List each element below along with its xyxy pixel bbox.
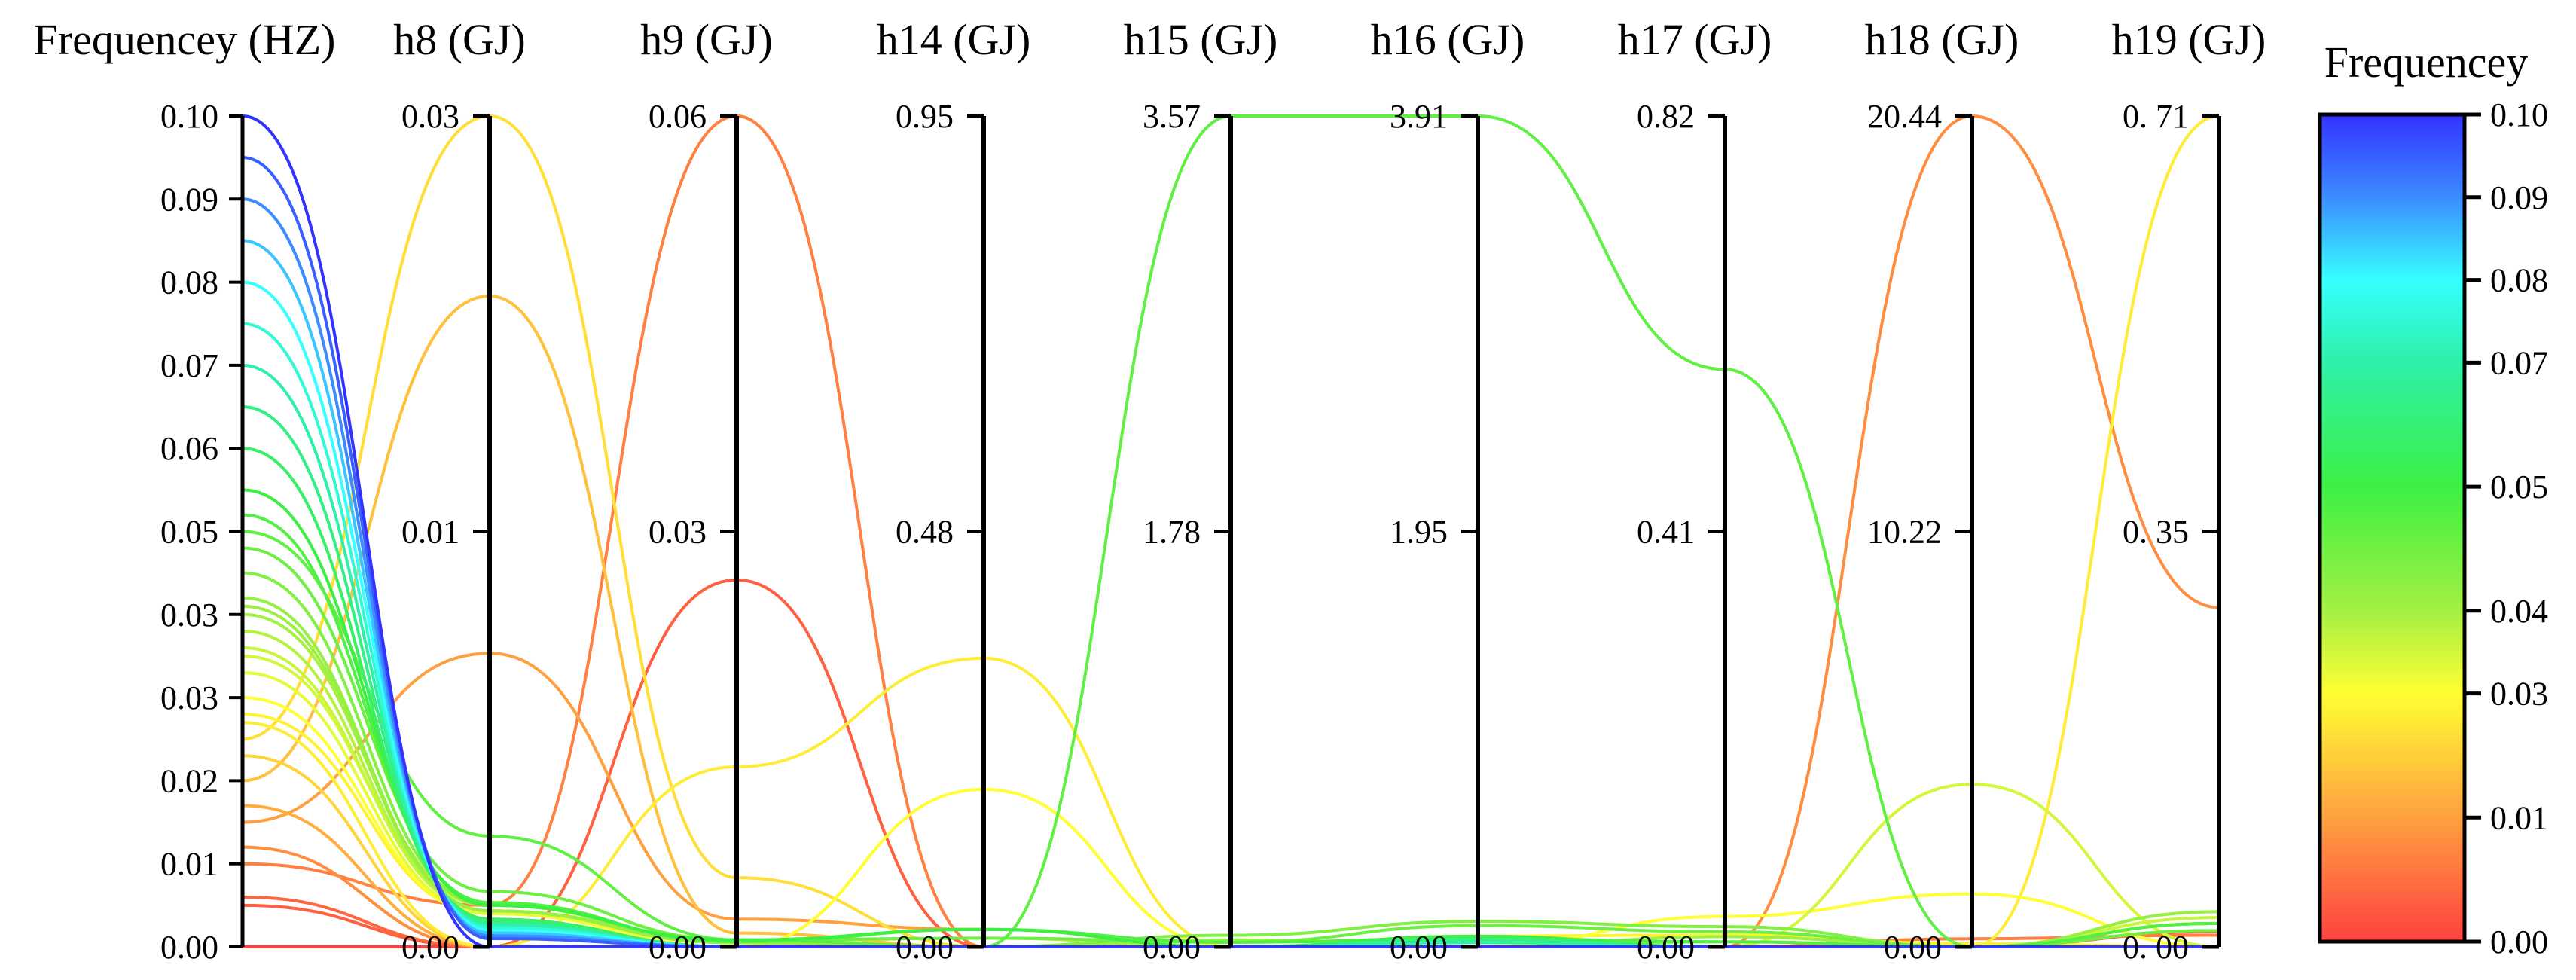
series-line <box>242 513 2220 948</box>
tick-label: 0. 00 <box>2123 929 2189 966</box>
tick-label: 0.10 <box>160 98 218 135</box>
axis-title: h9 (GJ) <box>640 15 773 64</box>
tick-label: 0.00 <box>1637 929 1695 966</box>
tick-label: 0.01 <box>160 846 218 883</box>
axes: Frequencey (HZ) 0.10 0.09 0.08 0.07 0.06 0.05 0… <box>34 15 2266 966</box>
colorbar-tick-label: 0.08 <box>2490 262 2548 299</box>
colorbar-tick-label: 0.00 <box>2490 924 2548 960</box>
tick-label: 0.09 <box>160 181 218 218</box>
tick-label: 0.06 <box>160 430 218 467</box>
colorbar-tick-label: 0.07 <box>2490 344 2548 381</box>
tick-label: 0.00 <box>896 929 954 966</box>
tick-label: 0.08 <box>160 264 218 301</box>
tick-label: 0.03 <box>649 514 707 551</box>
tick-label: 0.03 <box>401 98 459 135</box>
tick-label: 0.01 <box>401 514 459 551</box>
colorbar-tick-label: 0.03 <box>2490 676 2548 713</box>
tick-label: 0. 71 <box>2123 98 2189 135</box>
tick-label: 0.00 <box>1390 929 1448 966</box>
axis-title: h18 (GJ) <box>1865 15 2019 64</box>
tick-label: 20.44 <box>1867 98 1942 135</box>
tick-label: 3.57 <box>1143 98 1201 135</box>
series-line <box>242 114 2219 949</box>
tick-label: 0.03 <box>160 679 218 716</box>
tick-label: 0.02 <box>160 762 218 799</box>
tick-label: 0.00 <box>1884 929 1942 966</box>
tick-label: 0.00 <box>649 929 707 966</box>
colorbar-tick-label: 0.04 <box>2490 593 2548 630</box>
axis-title: h16 (GJ) <box>1371 15 1525 64</box>
tick-label: 3.91 <box>1390 98 1448 135</box>
tick-label: 0.00 <box>1143 929 1201 966</box>
tick-label: 0.00 <box>160 929 218 966</box>
colorbar-gradient <box>2318 112 2467 944</box>
tick-label: 10.22 <box>1867 514 1942 551</box>
colorbar-tick-label: 0.09 <box>2490 179 2548 216</box>
colorbar-tick-label: 0.10 <box>2490 96 2548 133</box>
axis-title: Frequencey (HZ) <box>34 15 336 64</box>
tick-label: 0.07 <box>160 347 218 384</box>
axis-title: h17 (GJ) <box>1618 15 1772 64</box>
axis-title: h14 (GJ) <box>877 15 1031 64</box>
tick-label: 0.82 <box>1637 98 1695 135</box>
tick-label: 1.95 <box>1390 514 1448 551</box>
tick-label: 0.95 <box>896 98 954 135</box>
series-line <box>242 114 2219 949</box>
tick-label: 0.06 <box>649 98 707 135</box>
tick-label: 0.03 <box>160 597 218 633</box>
tick-label: 0.00 <box>401 929 459 966</box>
tick-label: 0. 35 <box>2123 514 2189 551</box>
tick-label: 0.41 <box>1637 514 1695 551</box>
colorbar: Frequencey 0.10 0.09 0.08 0.07 0.05 0.04 0.03 0.… <box>2318 38 2548 960</box>
tick-label: 1.78 <box>1143 514 1201 551</box>
axis-title: h8 (GJ) <box>393 15 526 64</box>
tick-label: 0.05 <box>160 514 218 551</box>
colorbar-title: Frequencey <box>2324 38 2529 87</box>
tick-label: 0.48 <box>896 514 954 551</box>
colorbar-tick-label: 0.05 <box>2490 469 2548 505</box>
axis-title: h19 (GJ) <box>2112 15 2266 64</box>
axis-title: h15 (GJ) <box>1124 15 1278 64</box>
colorbar-tick-label: 0.01 <box>2490 799 2548 836</box>
series-lines <box>242 114 2220 949</box>
